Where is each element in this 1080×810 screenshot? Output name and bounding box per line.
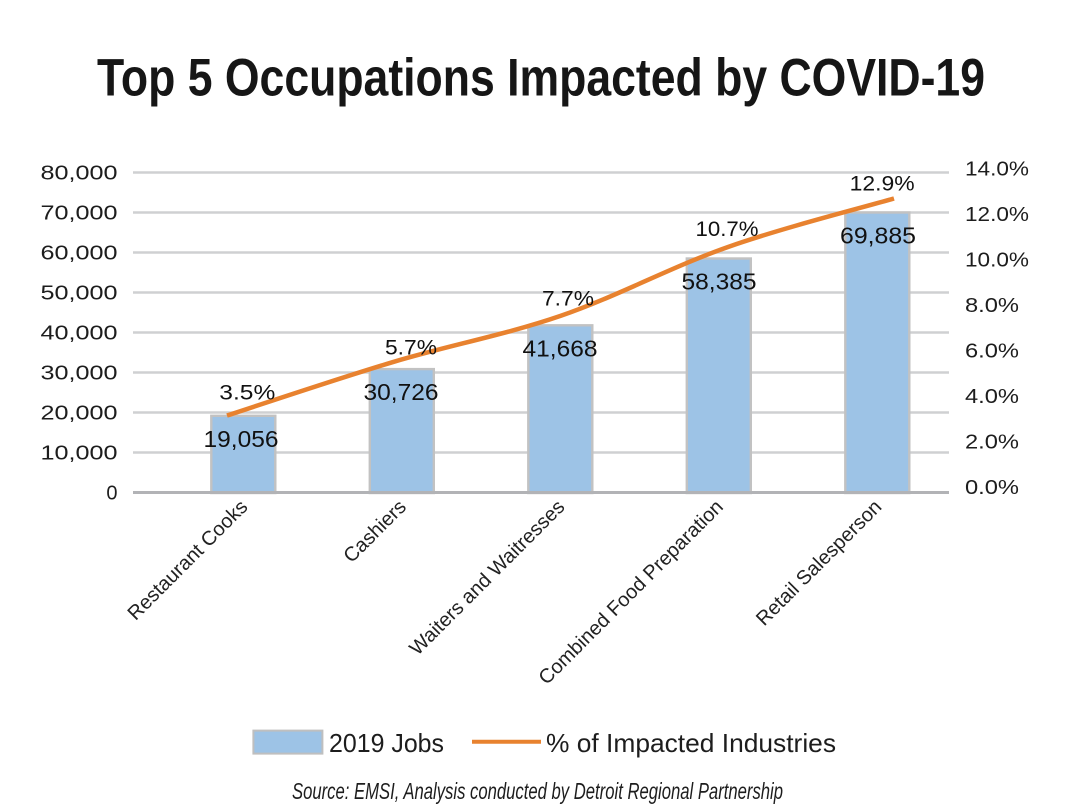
svg-text:5.7%: 5.7% xyxy=(385,337,437,360)
svg-text:30,726: 30,726 xyxy=(364,379,439,405)
svg-text:20,000: 20,000 xyxy=(41,403,118,425)
svg-text:40,000: 40,000 xyxy=(41,323,118,345)
svg-text:% of Impacted Industries: % of Impacted Industries xyxy=(546,728,836,758)
svg-text:Top 5 Occupations Impacted by: Top 5 Occupations Impacted by COVID-19 xyxy=(97,49,985,108)
svg-text:60,000: 60,000 xyxy=(41,243,118,265)
svg-text:30,000: 30,000 xyxy=(41,363,118,385)
svg-text:10.7%: 10.7% xyxy=(696,218,759,241)
svg-text:70,000: 70,000 xyxy=(41,203,118,225)
svg-text:12.9%: 12.9% xyxy=(850,173,915,196)
svg-text:12.0%: 12.0% xyxy=(965,204,1029,226)
svg-text:2.0%: 2.0% xyxy=(965,432,1019,454)
svg-text:80,000: 80,000 xyxy=(41,163,118,185)
svg-text:10.0%: 10.0% xyxy=(965,250,1029,272)
svg-text:10,000: 10,000 xyxy=(41,443,118,465)
svg-text:41,668: 41,668 xyxy=(523,335,598,361)
svg-text:58,385: 58,385 xyxy=(682,269,757,295)
svg-text:4.0%: 4.0% xyxy=(965,386,1019,408)
svg-text:8.0%: 8.0% xyxy=(965,295,1019,317)
svg-text:2019 Jobs: 2019 Jobs xyxy=(329,728,444,758)
svg-text:19,056: 19,056 xyxy=(204,426,279,452)
svg-text:Source: EMSI, Analysis conduct: Source: EMSI, Analysis conducted by Detr… xyxy=(292,778,783,804)
svg-text:14.0%: 14.0% xyxy=(965,159,1029,181)
svg-text:50,000: 50,000 xyxy=(41,283,118,305)
svg-text:7.7%: 7.7% xyxy=(542,288,594,311)
svg-text:0.0%: 0.0% xyxy=(965,477,1019,499)
svg-text:6.0%: 6.0% xyxy=(965,341,1019,363)
svg-text:3.5%: 3.5% xyxy=(219,382,275,405)
svg-text:69,885: 69,885 xyxy=(840,223,916,249)
svg-text:0: 0 xyxy=(106,483,117,505)
